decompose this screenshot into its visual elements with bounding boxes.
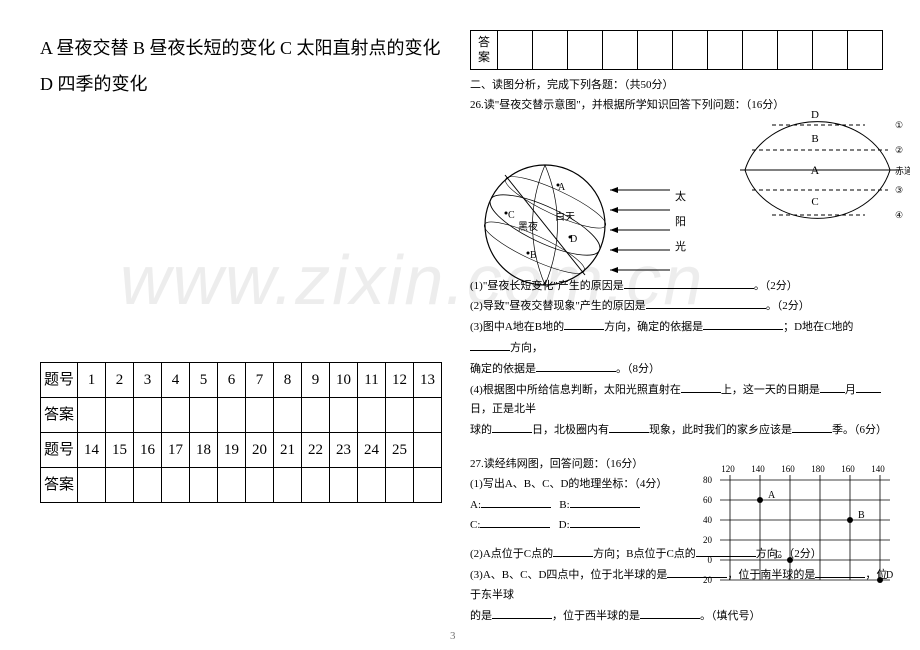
row-label: 答案: [41, 468, 78, 503]
svg-text:160: 160: [841, 464, 855, 474]
table-row: 题号 14 15 16 17 18 19 20 21 22 23 24 25: [41, 433, 442, 468]
svg-text:C: C: [508, 210, 515, 221]
svg-text:C: C: [811, 196, 818, 208]
row-label: 答案: [471, 31, 498, 70]
svg-text:太: 太: [675, 190, 686, 203]
cell: 24: [358, 433, 386, 468]
question-25-options: A 昼夜交替 B 昼夜长短的变化 C 太阳直射点的变化 D 四季的变化: [40, 30, 450, 102]
svg-text:A: A: [811, 163, 820, 177]
svg-text:②: ②: [895, 145, 903, 155]
svg-text:A: A: [558, 182, 566, 193]
cell: 9: [302, 363, 330, 398]
svg-text:光: 光: [675, 239, 686, 253]
svg-text:赤道: 赤道: [895, 165, 910, 176]
row-label: 题号: [41, 363, 78, 398]
svg-text:①: ①: [895, 120, 903, 130]
table-row: 答案: [41, 468, 442, 503]
cell: 13: [414, 363, 442, 398]
svg-text:③: ③: [895, 185, 903, 195]
cell: 6: [218, 363, 246, 398]
svg-text:黑夜: 黑夜: [518, 220, 538, 233]
svg-text:C: C: [775, 550, 782, 561]
svg-text:B: B: [811, 133, 818, 145]
globe-diagram: A B C D 黑夜 白天 太 阳 光: [470, 150, 670, 305]
cell: 7: [246, 363, 274, 398]
cell: 21: [274, 433, 302, 468]
svg-text:140: 140: [871, 464, 885, 474]
cell: 16: [134, 433, 162, 468]
latlong-grid-diagram: 120 140 160 180 160 140 80 60 40 20 0 20…: [690, 460, 890, 595]
svg-text:60: 60: [703, 495, 713, 505]
answer-continuation-table: 答案: [470, 30, 883, 70]
svg-text:80: 80: [703, 475, 713, 485]
svg-text:120: 120: [721, 464, 735, 474]
table-row: 题号 1 2 3 4 5 6 7 8 9 10 11 12 13: [41, 363, 442, 398]
zone-diagram: A B C D ① ② 赤道 ③ ④: [740, 100, 900, 245]
svg-text:B: B: [530, 250, 537, 261]
cell: 3: [134, 363, 162, 398]
svg-text:140: 140: [751, 464, 765, 474]
svg-text:D: D: [570, 234, 577, 245]
svg-text:D: D: [811, 109, 819, 121]
cell: 10: [330, 363, 358, 398]
svg-text:20: 20: [703, 575, 713, 585]
svg-text:180: 180: [811, 464, 825, 474]
cell: 4: [162, 363, 190, 398]
row-label: 题号: [41, 433, 78, 468]
cell: 17: [162, 433, 190, 468]
svg-text:0: 0: [708, 555, 713, 565]
svg-text:B: B: [858, 510, 865, 521]
cell: [414, 433, 442, 468]
cell: 8: [274, 363, 302, 398]
cell: 11: [358, 363, 386, 398]
cell: 5: [190, 363, 218, 398]
svg-text:160: 160: [781, 464, 795, 474]
cell: 19: [218, 433, 246, 468]
svg-text:④: ④: [895, 210, 903, 220]
svg-text:阳: 阳: [675, 215, 686, 228]
cell: 12: [386, 363, 414, 398]
row-label: 答案: [41, 398, 78, 433]
cell: 15: [106, 433, 134, 468]
svg-text:D: D: [886, 570, 893, 581]
cell: 18: [190, 433, 218, 468]
table-row: 答案: [41, 398, 442, 433]
cell: 20: [246, 433, 274, 468]
left-column: A 昼夜交替 B 昼夜长短的变化 C 太阳直射点的变化 D 四季的变化 题号 1…: [40, 30, 450, 503]
svg-text:A: A: [768, 490, 776, 501]
svg-text:20: 20: [703, 535, 713, 545]
answer-sheet-table: 题号 1 2 3 4 5 6 7 8 9 10 11 12 13 答案 题号 1…: [40, 362, 442, 503]
cell: 22: [302, 433, 330, 468]
svg-text:白天: 白天: [555, 210, 575, 223]
cell: 25: [386, 433, 414, 468]
cell: 1: [78, 363, 106, 398]
page-number: 3: [450, 630, 456, 642]
cell: 23: [330, 433, 358, 468]
section-2-header: 二、读图分析，完成下列各题：（共50分）: [470, 76, 890, 96]
cell: 14: [78, 433, 106, 468]
q26-sub4: (4)根据图中所给信息判断，太阳光照直射在上，这一天的日期是月日，正是北半 球的…: [470, 380, 890, 441]
svg-text:40: 40: [703, 515, 713, 525]
q26-sub3: (3)图中A地在B地的方向，确定的依据是；D地在C地的方向， 确定的依据是。（8…: [470, 317, 890, 379]
right-column: 答案 二、读图分析，完成下列各题：（共50分） 26.读"昼夜交替示意图"，并根…: [470, 30, 890, 626]
cell: 2: [106, 363, 134, 398]
